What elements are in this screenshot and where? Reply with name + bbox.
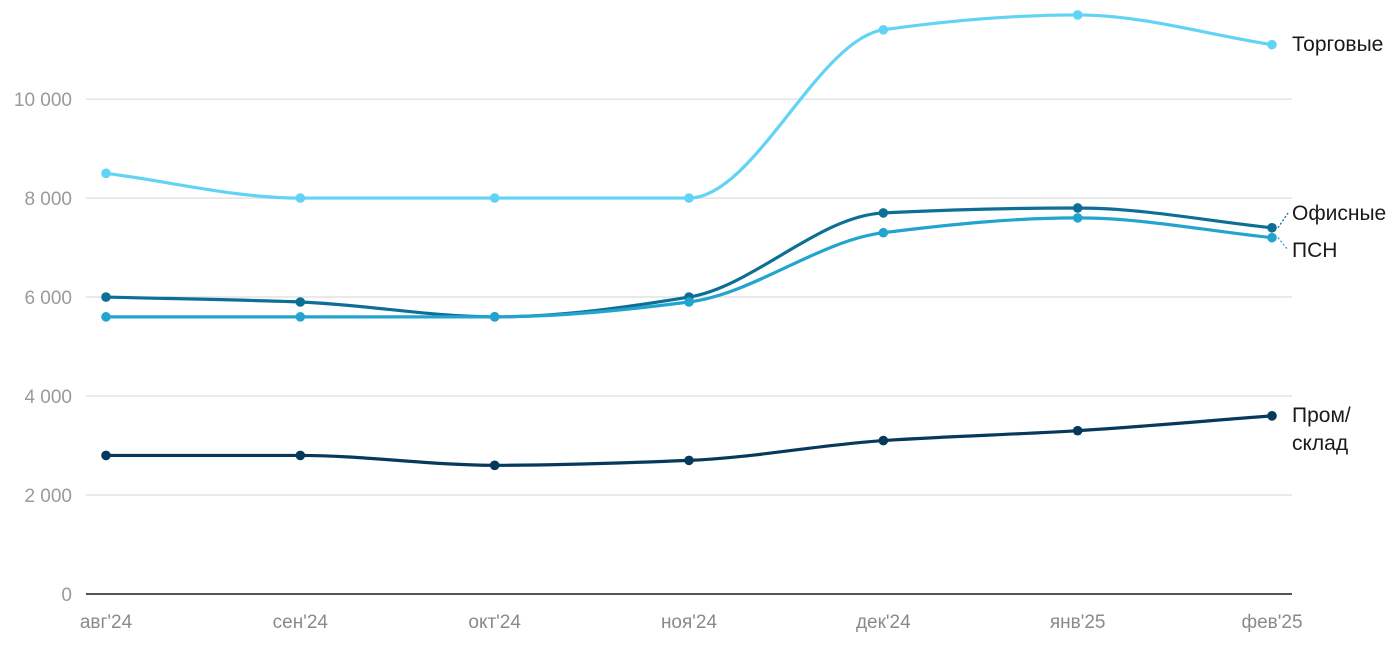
data-point [101,168,111,179]
y-tick-label: 6 000 [24,288,72,309]
x-tick-label: сен'24 [273,612,329,633]
y-tick-label: 4 000 [24,387,72,408]
series-label: ПСН [1292,239,1337,262]
data-point [295,450,306,461]
data-point [295,297,306,307]
data-point [101,450,111,461]
series-labels: Торговые Офисные ПСН Пром/склад [1277,33,1386,455]
series-line [104,13,1274,200]
data-point [878,227,889,238]
x-tick-label: фев'25 [1241,612,1302,633]
y-tick-label: 2 000 [24,486,72,507]
data-point [295,312,306,322]
series-label: Торговые [1292,33,1383,56]
data-point [878,24,889,35]
data-point [1072,203,1083,213]
data-point [101,292,111,302]
data-point [878,208,889,218]
series-label: Офисные [1292,202,1386,225]
x-tick-label: авг'24 [80,612,133,633]
series-group [101,213,1277,322]
x-axis-ticks: авг'24 сен'24 окт'24 ноя'24 дек'24 янв'25 фев'… [80,612,1303,633]
series-group [101,411,1277,471]
x-tick-label: дек'24 [856,612,911,633]
data-point [684,297,694,307]
y-tick-label: 10 000 [14,90,72,111]
x-tick-label: ноя'24 [661,612,718,633]
data-point [489,312,500,322]
series-lines [101,10,1277,471]
data-point [1267,222,1277,233]
data-point [101,312,111,322]
data-point [684,455,694,466]
y-axis-ticks: 0 2 000 4 000 6 000 8 000 10 000 [14,90,72,606]
data-point [1267,39,1277,50]
data-point [1072,425,1083,436]
data-point [878,435,889,446]
label-connector [1277,237,1289,251]
y-tick-label: 8 000 [24,189,72,210]
series-label: Пром/склад [1292,404,1351,455]
label-connector [1277,212,1289,229]
data-point [1072,10,1083,20]
data-point [684,193,694,203]
x-tick-label: окт'24 [468,612,521,633]
data-point [295,193,306,203]
y-tick-label: 0 [61,585,72,606]
data-point [489,193,500,203]
x-tick-label: янв'25 [1050,612,1106,633]
data-point [1072,213,1083,223]
data-point [489,460,500,471]
data-point [1267,411,1277,421]
series-group [101,10,1277,203]
data-point [1267,232,1277,243]
